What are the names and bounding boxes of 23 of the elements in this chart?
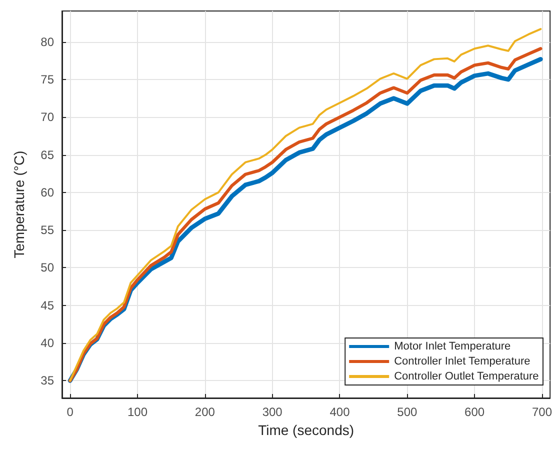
x-tick-label: 600 (464, 405, 485, 419)
y-tick-label: 50 (40, 260, 54, 275)
y-tick-label: 35 (40, 374, 54, 388)
y-tick-label: 80 (40, 34, 54, 49)
y-tick-label: 65 (40, 148, 54, 162)
legend-label: Motor Inlet Temperature (394, 340, 511, 352)
x-axis-title: Time (seconds) (258, 422, 354, 438)
legend-label: Controller Outlet Temperature (394, 370, 539, 382)
y-tick-label: 55 (40, 223, 54, 238)
x-tick-label: 700 (532, 405, 552, 419)
y-tick-label: 70 (40, 110, 54, 124)
x-tick-label: 0 (66, 405, 74, 419)
y-tick-label: 40 (40, 336, 54, 350)
y-tick-label: 60 (40, 185, 54, 200)
x-tick-label: 500 (397, 405, 418, 419)
legend-label: Controller Inlet Temperature (394, 356, 530, 368)
x-tick-label: 200 (194, 405, 216, 419)
y-tick-label: 75 (40, 72, 54, 87)
y-axis-title: Temperature (°C) (11, 150, 27, 258)
x-tick-label: 100 (127, 405, 148, 419)
x-tick-label: 300 (262, 405, 283, 419)
x-tick-label: 400 (330, 405, 350, 419)
y-tick-label: 45 (40, 298, 54, 312)
